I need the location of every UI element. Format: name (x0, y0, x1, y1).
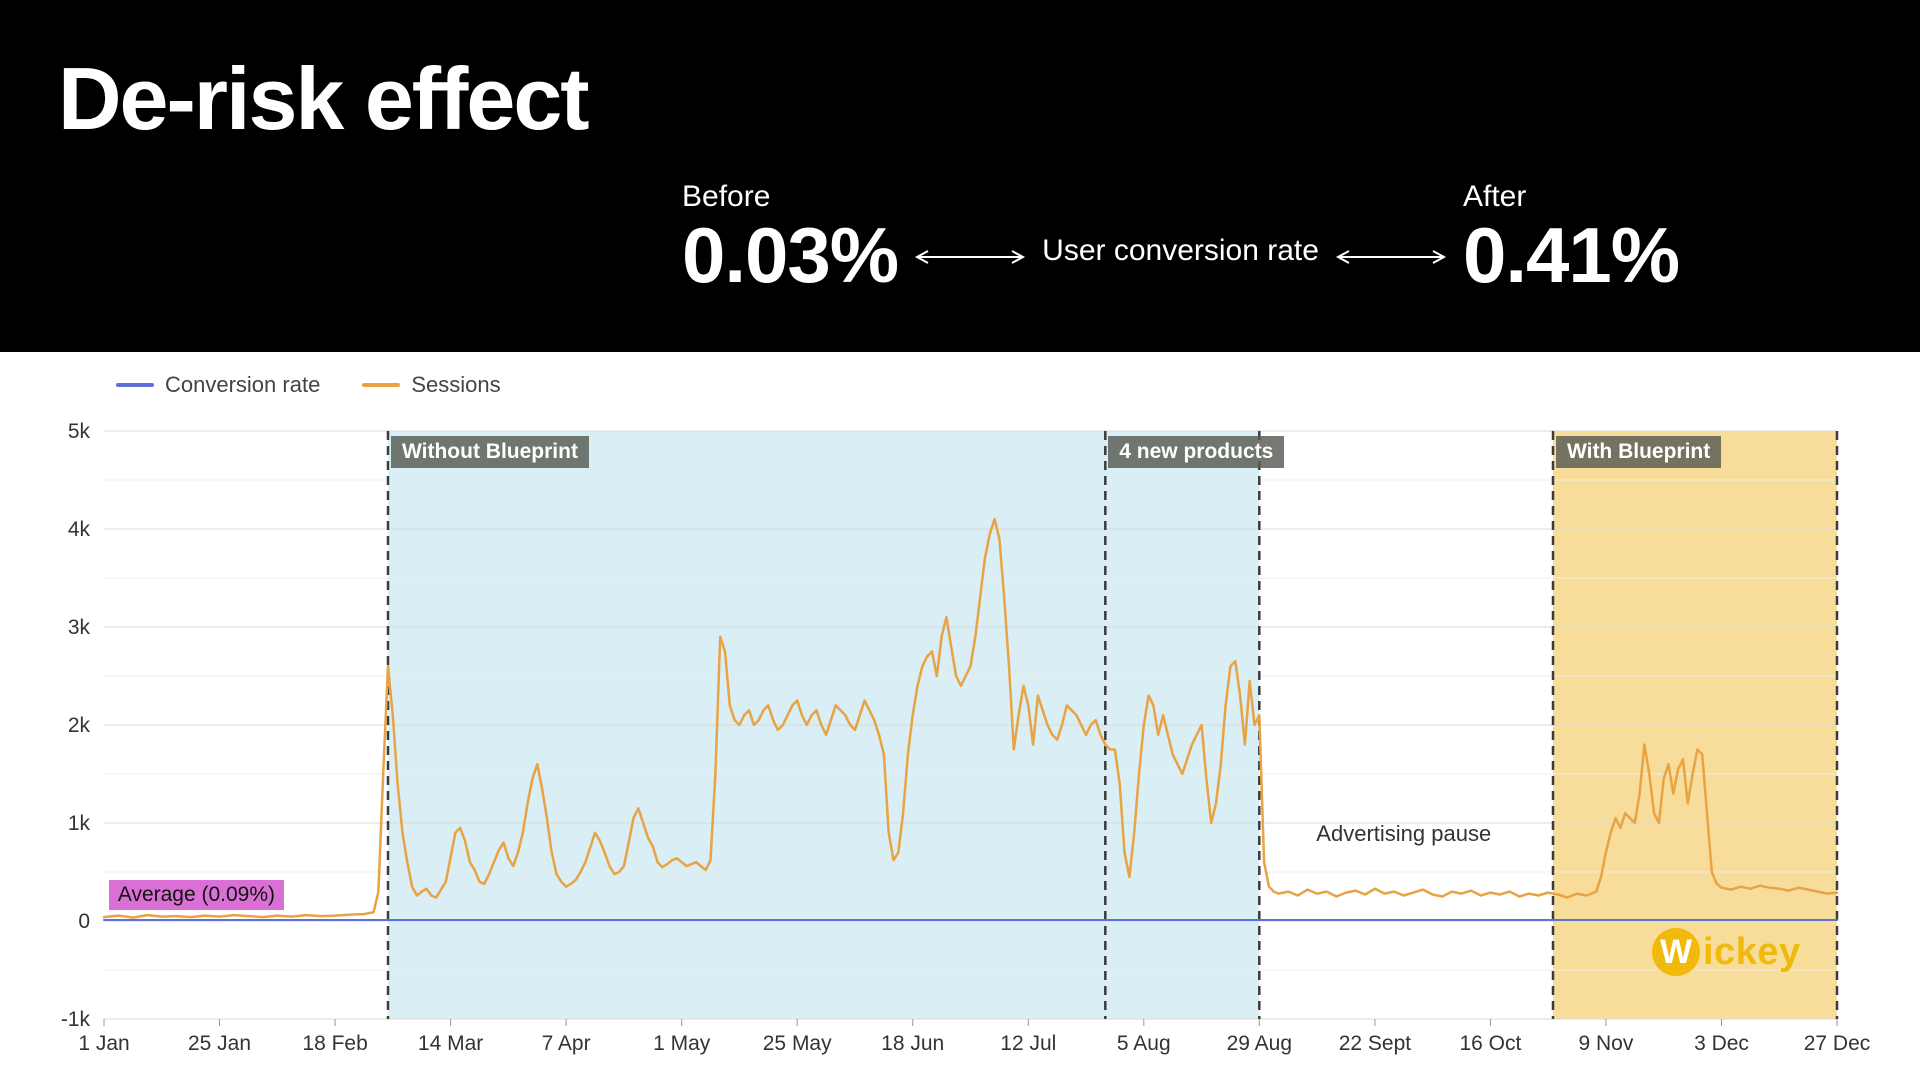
legend-swatch-conversion-rate (116, 383, 154, 387)
x-axis-label: 5 Aug (1117, 1032, 1171, 1055)
x-axis-label: 1 Jan (78, 1032, 129, 1055)
legend-swatch-sessions (362, 383, 401, 387)
after-value: 0.41% (1462, 211, 1680, 299)
x-axis-label: 1 May (653, 1032, 711, 1055)
x-axis-label: 14 Mar (418, 1032, 483, 1055)
y-axis-label: -1k (61, 1008, 91, 1031)
before-stat: Before 0.03% (682, 180, 899, 299)
y-axis-label: 0 (78, 910, 90, 933)
double-arrow-icon (1335, 250, 1447, 264)
y-axis-label: 2k (68, 714, 91, 737)
x-axis-label: 18 Jun (881, 1032, 944, 1055)
x-axis-label: 27 Dec (1804, 1032, 1871, 1055)
header: De-risk effect Before 0.03% User convers… (0, 0, 1920, 352)
region-label-without-blueprint: Without Blueprint (391, 436, 589, 468)
metric-label: User conversion rate (1042, 234, 1319, 268)
x-axis-label: 12 Jul (1000, 1032, 1056, 1055)
chart-section: 5k 4k 3k 2k 1k 0 -1k 1 Jan 25 Jan 18 Feb 14 Mar 7 A… (0, 352, 1920, 1080)
wickey-logo: W ickey (1652, 928, 1801, 976)
sessions-chart: 5k 4k 3k 2k 1k 0 -1k1 Jan 25 Jan 18 Feb 14 Mar 7 A… (61, 420, 1871, 1055)
before-value: 0.03% (682, 211, 899, 299)
region-label-with-blueprint: With Blueprint (1555, 436, 1722, 468)
annotation-average-0-09: Average (0.09%) (108, 879, 285, 910)
after-label: After (1462, 180, 1527, 213)
y-axis-label: 1k (68, 812, 91, 835)
double-arrow-icon (915, 250, 1026, 264)
after-stat: After 0.41% (1462, 180, 1680, 299)
x-axis-label: 3 Dec (1694, 1032, 1749, 1055)
x-axis-label: 25 May (763, 1032, 832, 1055)
before-label: Before (682, 180, 771, 213)
wickey-logo-text: ickey (1703, 930, 1801, 973)
x-axis-label: 29 Aug (1227, 1032, 1292, 1055)
x-axis-label: 22 Sept (1339, 1032, 1412, 1055)
legend-label: Sessions (411, 372, 501, 397)
x-axis-label: 25 Jan (188, 1032, 251, 1055)
x-axis-label: 16 Oct (1459, 1032, 1521, 1055)
sessions-line (102, 517, 1839, 919)
x-axis-label: 18 Feb (302, 1032, 367, 1055)
page-title: De-risk effect (58, 49, 590, 148)
legend-item-conversion-rate[interactable]: Conversion rate (116, 372, 320, 398)
conversion-stats: Before 0.03% User conversion rate After … (682, 180, 1680, 299)
y-axis-label: 3k (68, 616, 91, 639)
x-axis-label: 7 Apr (542, 1032, 591, 1055)
x-axis-label: 9 Nov (1578, 1032, 1633, 1055)
y-axis-label: 5k (68, 420, 91, 443)
annotation-advertising-pause: Advertising pause (1316, 820, 1492, 846)
y-axis-label: 4k (68, 518, 91, 541)
legend-label: Conversion rate (165, 372, 321, 397)
legend-item-sessions[interactable]: Sessions (362, 372, 501, 398)
wickey-logo-mark: W (1652, 928, 1700, 976)
chart-legend: Conversion rate Sessions (116, 372, 501, 398)
region-label-4-new-products: 4 new products (1108, 436, 1285, 468)
